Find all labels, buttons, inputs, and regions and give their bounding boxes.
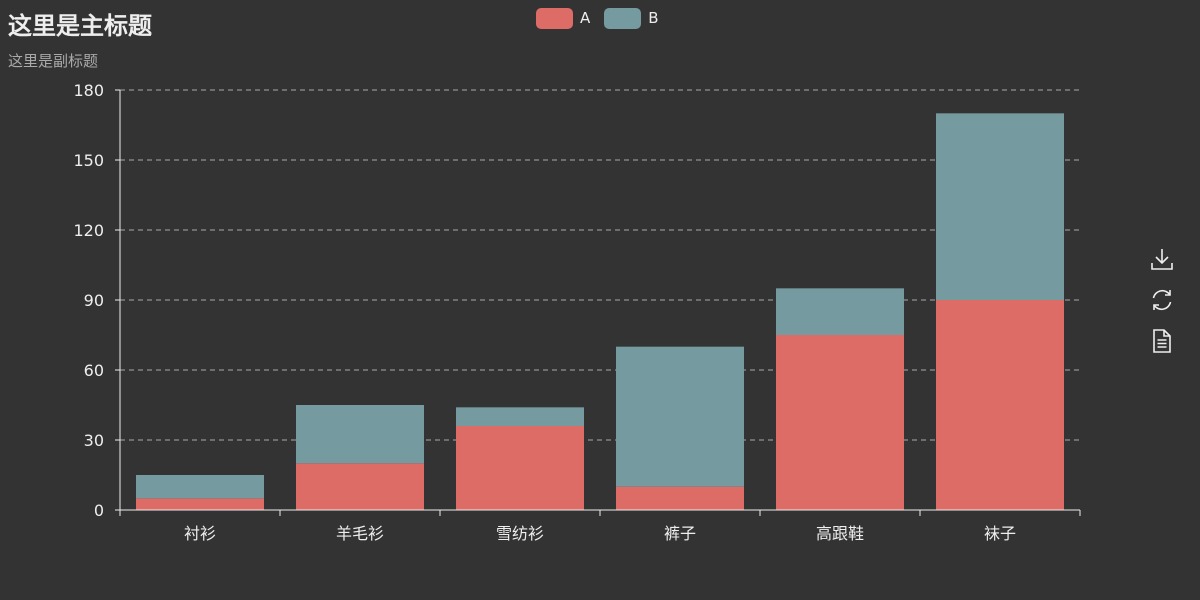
legend-label-b: B	[648, 9, 659, 27]
bar-b-2	[296, 405, 424, 464]
legend: A B	[536, 6, 659, 30]
restore-button[interactable]	[1148, 285, 1176, 315]
legend-label-a: A	[580, 9, 591, 27]
bar-a-5	[776, 335, 904, 510]
y-tick-label: 30	[84, 431, 104, 450]
y-tick-label: 150	[73, 151, 104, 170]
x-tick-label: 雪纺衫	[496, 524, 544, 543]
bar-a-2	[296, 463, 424, 510]
refresh-icon	[1152, 289, 1172, 311]
x-tick-label: 裤子	[664, 524, 696, 543]
bar-b-6	[936, 113, 1064, 300]
bar-b-4	[616, 346, 744, 487]
chart-title: 这里是主标题	[8, 12, 152, 40]
x-tick-label: 羊毛衫	[336, 524, 384, 543]
bar-b-5	[776, 288, 904, 335]
toolbox	[1148, 244, 1176, 356]
download-icon	[1151, 249, 1173, 270]
y-tick-label: 180	[73, 81, 104, 100]
x-tick-label: 高跟鞋	[816, 524, 864, 543]
legend-item-b[interactable]: B	[604, 7, 659, 29]
bar-a-4	[616, 486, 744, 510]
bar-a-6	[936, 300, 1064, 510]
y-tick-label: 60	[84, 361, 104, 380]
legend-swatch-a	[536, 7, 573, 29]
legend-item-a[interactable]: A	[536, 7, 591, 29]
y-tick-label: 120	[73, 221, 104, 240]
data-view-button[interactable]	[1148, 326, 1176, 356]
y-tick-label: 90	[84, 291, 104, 310]
bar-b-1	[136, 475, 264, 499]
bar-a-3	[456, 426, 584, 510]
download-button[interactable]	[1148, 244, 1176, 274]
data-view-icon	[1153, 329, 1171, 353]
x-tick-label: 袜子	[984, 524, 1016, 543]
x-tick-label: 衬衫	[184, 524, 216, 543]
legend-swatch-b	[604, 7, 642, 29]
bar-b-3	[456, 407, 584, 426]
bar-a-1	[136, 498, 264, 510]
y-tick-label: 0	[94, 501, 104, 520]
chart-subtitle: 这里是副标题	[8, 52, 99, 70]
